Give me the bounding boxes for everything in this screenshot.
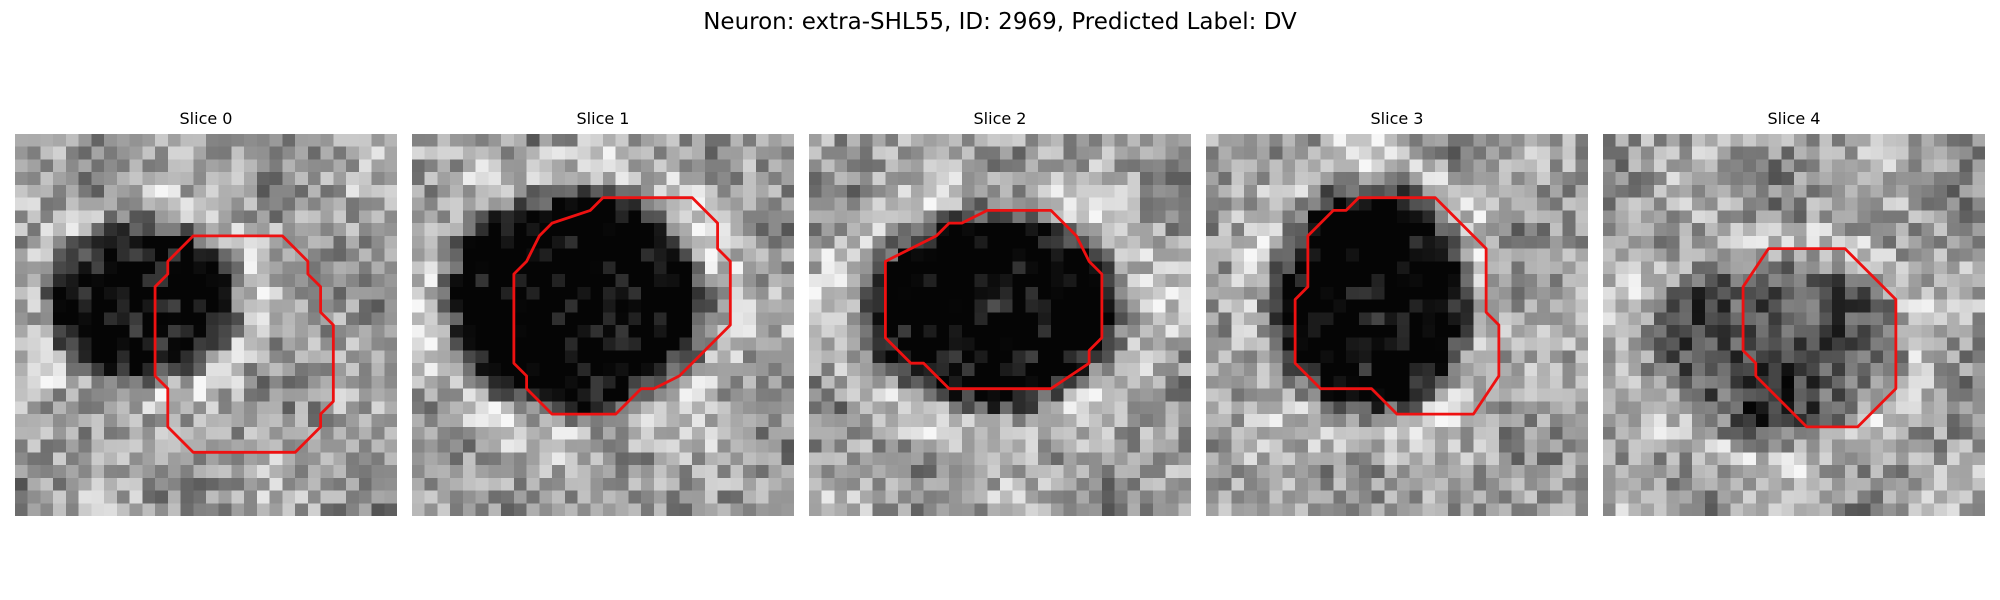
microscopy-slice-image [1206,134,1588,516]
microscopy-slice-image [412,134,794,516]
slice-title: Slice 4 [1767,109,1821,128]
slice-title: Slice 1 [576,109,630,128]
segmentation-contour [1741,247,1898,429]
slice-panel-1: Slice 1 [412,107,794,516]
slice-title: Slice 2 [973,109,1027,128]
segmentation-contour [883,208,1104,391]
slice-title: Slice 0 [179,109,233,128]
segmentation-contour [1293,196,1501,416]
microscopy-slice-image [1603,134,1985,516]
slice-title: Slice 3 [1370,109,1424,128]
slice-panel-3: Slice 3 [1206,107,1588,516]
slice-panel-0: Slice 0 [15,107,397,516]
microscopy-slice-image [15,134,397,516]
segmentation-contour [153,234,335,454]
slice-panel-2: Slice 2 [809,107,1191,516]
microscopy-slice-image [809,134,1191,516]
slice-panel-4: Slice 4 [1603,107,1985,516]
figure-title: Neuron: extra-SHL55, ID: 2969, Predicted… [703,9,1297,35]
segmentation-contour [512,196,732,416]
